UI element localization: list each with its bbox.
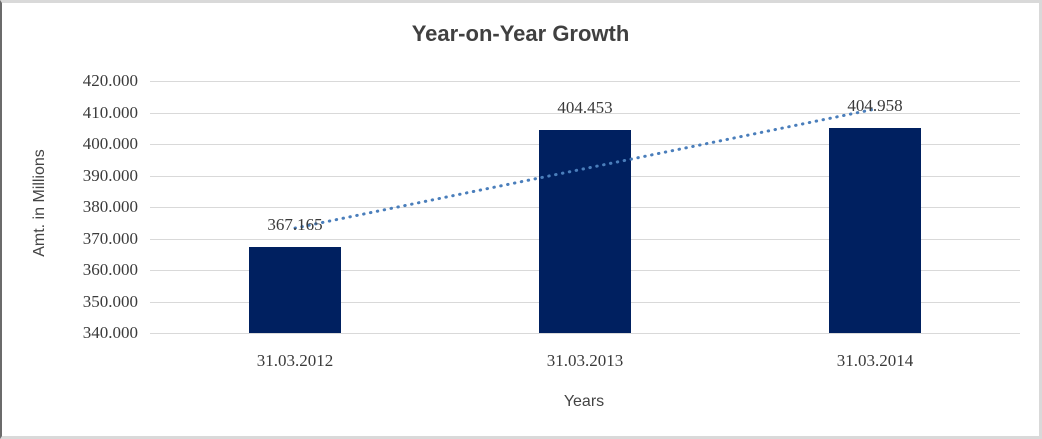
bar [249, 247, 341, 333]
x-tick-label: 31.03.2014 [836, 351, 914, 370]
y-tick-label: 360.000 [82, 260, 138, 279]
bar-value-label: 404.958 [847, 96, 903, 116]
gridline [150, 333, 1020, 334]
y-tick-label: 420.000 [82, 71, 138, 90]
bar [539, 129, 631, 333]
y-tick-label: 340.000 [82, 323, 138, 342]
chart-title: Year-on-Year Growth [411, 21, 630, 46]
y-tick-label: 380.000 [82, 197, 138, 216]
x-tick-label: 31.03.2013 [546, 351, 624, 370]
gridline [150, 81, 1020, 82]
y-tick-label: 400.000 [82, 134, 138, 153]
x-axis-title: Years [563, 393, 605, 410]
y-tick-label: 410.000 [82, 103, 138, 122]
bar-value-label: 404.453 [557, 97, 613, 117]
y-tick-label: 370.000 [82, 229, 138, 248]
bar [829, 128, 921, 333]
x-tick-label: 31.03.2012 [256, 351, 334, 370]
bar-value-label: 367.165 [267, 215, 323, 235]
y-tick-label: 390.000 [82, 166, 138, 185]
y-tick-label: 350.000 [82, 292, 138, 311]
